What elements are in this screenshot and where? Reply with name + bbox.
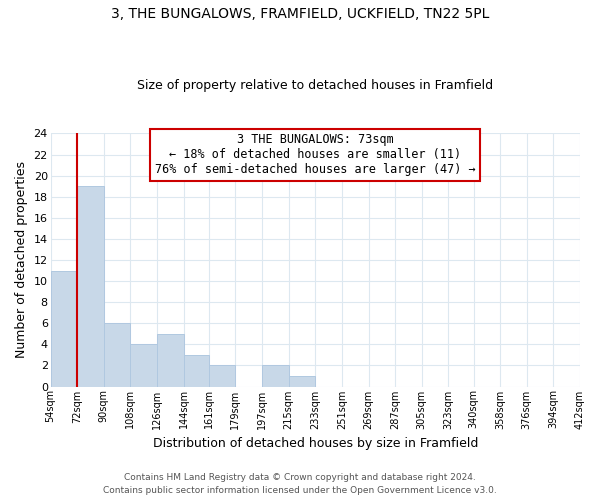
Bar xyxy=(50,270,77,386)
Bar xyxy=(157,334,184,386)
Bar xyxy=(77,186,104,386)
X-axis label: Distribution of detached houses by size in Framfield: Distribution of detached houses by size … xyxy=(152,437,478,450)
Title: Size of property relative to detached houses in Framfield: Size of property relative to detached ho… xyxy=(137,79,493,92)
Text: 3, THE BUNGALOWS, FRAMFIELD, UCKFIELD, TN22 5PL: 3, THE BUNGALOWS, FRAMFIELD, UCKFIELD, T… xyxy=(111,8,489,22)
Bar xyxy=(130,344,157,387)
Text: 3 THE BUNGALOWS: 73sqm
← 18% of detached houses are smaller (11)
76% of semi-det: 3 THE BUNGALOWS: 73sqm ← 18% of detached… xyxy=(155,134,476,176)
Bar xyxy=(184,355,209,386)
Y-axis label: Number of detached properties: Number of detached properties xyxy=(15,162,28,358)
Bar xyxy=(104,323,130,386)
Bar xyxy=(289,376,315,386)
Bar xyxy=(209,366,235,386)
Bar xyxy=(262,366,289,386)
Text: Contains HM Land Registry data © Crown copyright and database right 2024.
Contai: Contains HM Land Registry data © Crown c… xyxy=(103,474,497,495)
